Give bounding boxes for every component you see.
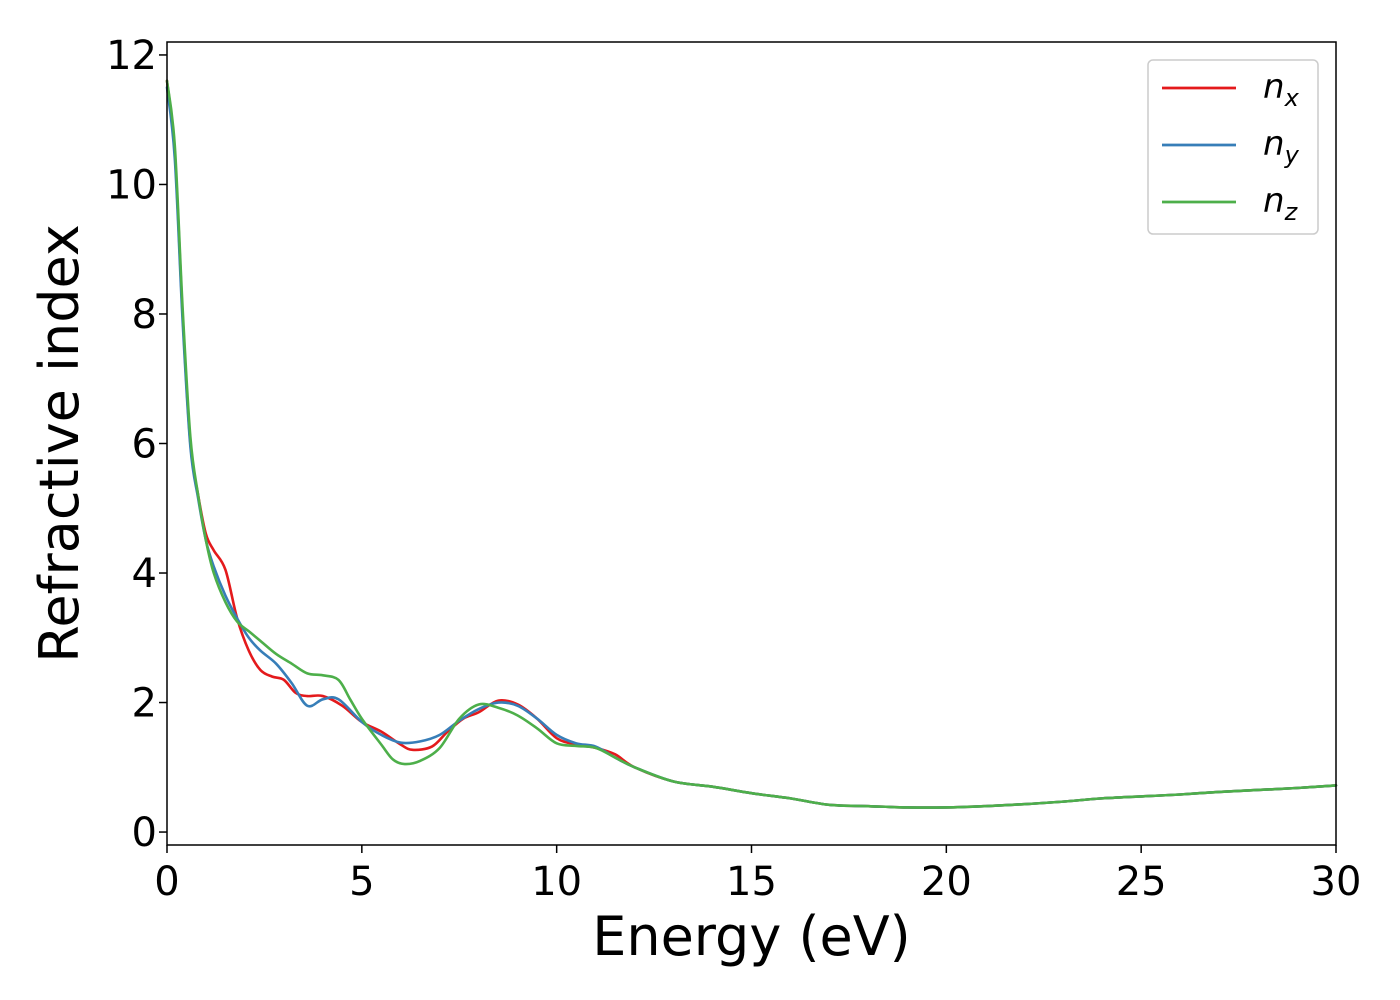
legend-label-subscript: y	[1284, 141, 1300, 169]
y-tick-label: 12	[106, 33, 157, 79]
y-tick-label: 4	[132, 551, 157, 597]
y-axis: 0 2 4 6 8 10 12	[106, 33, 167, 856]
x-tick-label: 10	[531, 859, 582, 905]
x-axis-label: Energy (eV)	[592, 905, 911, 968]
x-axis: 0 5 10 15 20 25 30	[154, 845, 1361, 905]
x-tick-label: 0	[154, 859, 179, 905]
plot-background	[167, 42, 1336, 845]
y-tick-label: 2	[132, 681, 157, 727]
x-tick-label: 15	[726, 859, 777, 905]
x-tick-label: 5	[349, 859, 374, 905]
y-axis-label: Refractive index	[28, 224, 91, 663]
x-tick-label: 30	[1311, 859, 1362, 905]
x-tick-label: 20	[921, 859, 972, 905]
y-tick-label: 6	[132, 422, 157, 468]
series-line-nz	[165, 79, 1338, 809]
legend-label-subscript: x	[1284, 84, 1300, 112]
y-tick-label: 0	[132, 810, 157, 856]
legend-box	[1147, 59, 1319, 235]
series-layer	[165, 79, 1338, 809]
legend-label-subscript: z	[1284, 198, 1299, 226]
x-tick-label: 25	[1116, 859, 1167, 905]
y-tick-label: 10	[106, 162, 157, 208]
y-tick-label: 8	[132, 292, 157, 338]
